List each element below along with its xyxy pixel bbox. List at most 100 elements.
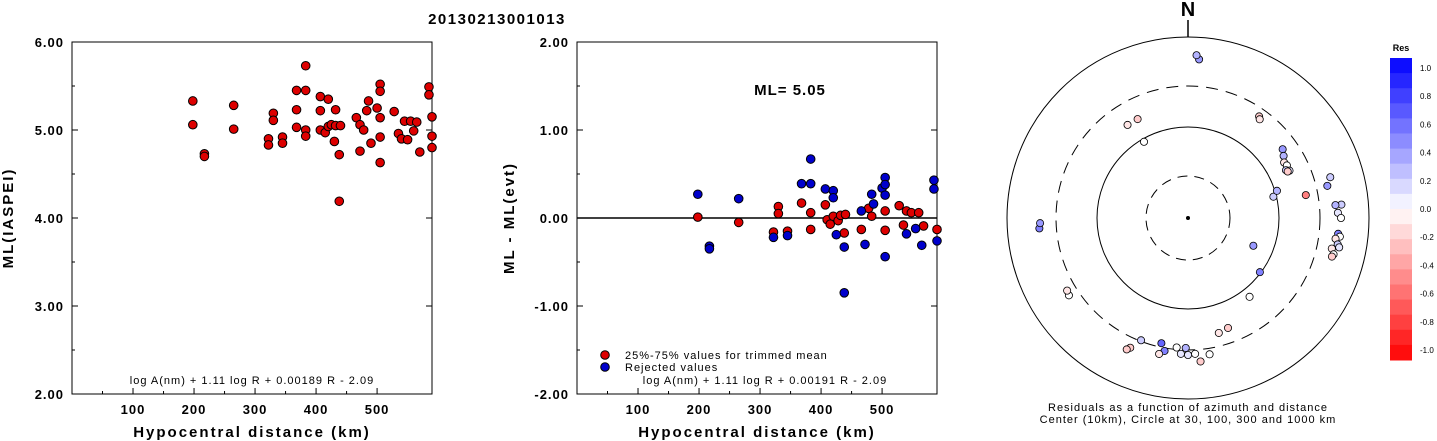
epicenter-dot xyxy=(1186,216,1190,220)
trimmed-point xyxy=(825,219,836,229)
data-point xyxy=(188,119,198,130)
station-residual-point xyxy=(1301,191,1310,200)
event-title: 20130213001013 xyxy=(428,11,566,28)
data-point xyxy=(300,60,311,71)
rejected-point xyxy=(805,154,816,164)
trimmed-point xyxy=(733,217,744,228)
colorbar-cell xyxy=(1390,148,1412,165)
station-residual-point xyxy=(1255,268,1264,277)
trimmed-point xyxy=(773,208,784,219)
y-tick-label: 1.00 xyxy=(540,123,569,138)
colorbar-cell xyxy=(1390,103,1412,119)
station-residual-point xyxy=(1255,115,1264,124)
station-residual-point xyxy=(1137,336,1146,345)
trimmed-point xyxy=(805,207,816,218)
legend: 25%-75% values for trimmed mean Rejected… xyxy=(600,350,827,374)
rejected-point xyxy=(796,178,807,189)
data-point xyxy=(300,85,311,96)
data-point xyxy=(389,106,399,117)
y-tick-label: 4.00 xyxy=(35,211,64,226)
x-axis-label: Hypocentral distance (km) xyxy=(133,424,371,441)
colorbar-cell xyxy=(1390,118,1412,134)
rejected-point xyxy=(782,230,793,241)
data-point xyxy=(315,105,326,116)
data-point xyxy=(427,131,437,141)
colorbar-cell xyxy=(1390,344,1412,361)
colorbar-cells xyxy=(1390,58,1412,361)
data-point xyxy=(300,131,311,141)
rejected-point xyxy=(733,193,744,204)
data-point xyxy=(363,96,374,106)
y-tick-label: -2.00 xyxy=(534,387,569,402)
data-point xyxy=(427,112,437,122)
station-residual-point xyxy=(1191,349,1200,358)
data-point xyxy=(424,90,434,100)
station-residual-point xyxy=(1192,51,1201,60)
data-point xyxy=(263,140,274,150)
trimmed-point xyxy=(866,211,877,222)
legend-label-rejected: Rejected values xyxy=(625,362,718,374)
data-point xyxy=(315,91,326,102)
trimmed-point xyxy=(805,224,816,235)
colorbar-cell xyxy=(1390,163,1412,180)
x-tick-label: 500 xyxy=(365,402,390,417)
trimmed-point xyxy=(796,198,807,208)
x-tick-label: 200 xyxy=(182,402,207,417)
data-points xyxy=(188,60,437,207)
data-point xyxy=(228,100,239,111)
legend-marker-trimmed xyxy=(600,350,610,360)
data-point xyxy=(334,196,345,207)
data-point xyxy=(402,134,413,145)
rejected-point xyxy=(916,240,927,251)
data-point xyxy=(188,96,198,106)
data-point xyxy=(323,94,334,104)
station-residual-point xyxy=(1205,350,1214,359)
colorbar-cell xyxy=(1390,224,1412,240)
station-residual-point xyxy=(1249,241,1258,250)
axis-ticks: 100 200 300 400 500 2.00 3.00 4.00 5.00 6.00 xyxy=(35,35,432,417)
station-residual-point xyxy=(1036,219,1045,228)
station-residual-point xyxy=(1279,151,1288,160)
data-point xyxy=(424,82,434,92)
data-point xyxy=(375,112,385,123)
data-point xyxy=(199,151,210,162)
data-point xyxy=(411,117,422,127)
data-points xyxy=(693,154,942,298)
axis-ticks: 100 200 300 400 500 -2.00 -1.00 0.00 1.00 2.00 xyxy=(534,35,937,417)
trimmed-point xyxy=(856,224,867,235)
panel-ml-vs-distance: 100 200 300 400 500 2.00 3.00 4.00 5.00 6.00 Hypo… xyxy=(0,35,437,441)
colorbar-cell xyxy=(1390,133,1412,150)
station-residual-point xyxy=(1245,292,1254,301)
colorbar-tick-label: -0.4 xyxy=(1420,261,1434,270)
station-residual-point xyxy=(1184,350,1193,359)
colorbar-cell xyxy=(1390,314,1412,331)
colorbar-tick-label: -0.2 xyxy=(1420,233,1434,242)
colorbar-cell xyxy=(1390,209,1412,225)
colorbar-cell xyxy=(1390,73,1412,89)
x-tick-label: 200 xyxy=(687,402,712,417)
colorbar-ticks: 1.0 0.8 0.6 0.4 0.2 0.0 -0.2 -0.4 -0.6 -0.8 -1.0 xyxy=(1420,64,1434,355)
station-residual-point xyxy=(1181,343,1190,352)
map-caption-line2: Center (10km), Circle at 30, 100, 300 an… xyxy=(1040,414,1337,426)
station-residual-point xyxy=(1214,328,1223,337)
station-residual-point xyxy=(1331,201,1340,210)
data-point xyxy=(291,85,302,96)
rejected-point xyxy=(839,242,850,252)
y-tick-label: 0.00 xyxy=(540,211,569,226)
colorbar-cell xyxy=(1390,284,1412,301)
data-point xyxy=(358,125,369,135)
map-caption-line1: Residuals as a function of azimuth and d… xyxy=(1048,402,1328,414)
station-residual-point xyxy=(1326,173,1335,182)
rejected-point xyxy=(866,189,877,200)
colorbar-cell xyxy=(1390,269,1412,285)
station-residual-point xyxy=(1278,145,1287,154)
data-point xyxy=(408,126,419,136)
rejected-point xyxy=(831,229,842,240)
station-residual-point xyxy=(1176,349,1185,358)
rejected-point xyxy=(860,239,870,250)
y-axis-label: ML - ML(evt) xyxy=(501,162,518,274)
panel-residual-vs-distance: 100 200 300 400 500 -2.00 -1.00 0.00 1.00 2.00 ML… xyxy=(501,35,942,441)
station-residual-point xyxy=(1335,243,1344,252)
range-circle-100km xyxy=(1096,126,1280,310)
